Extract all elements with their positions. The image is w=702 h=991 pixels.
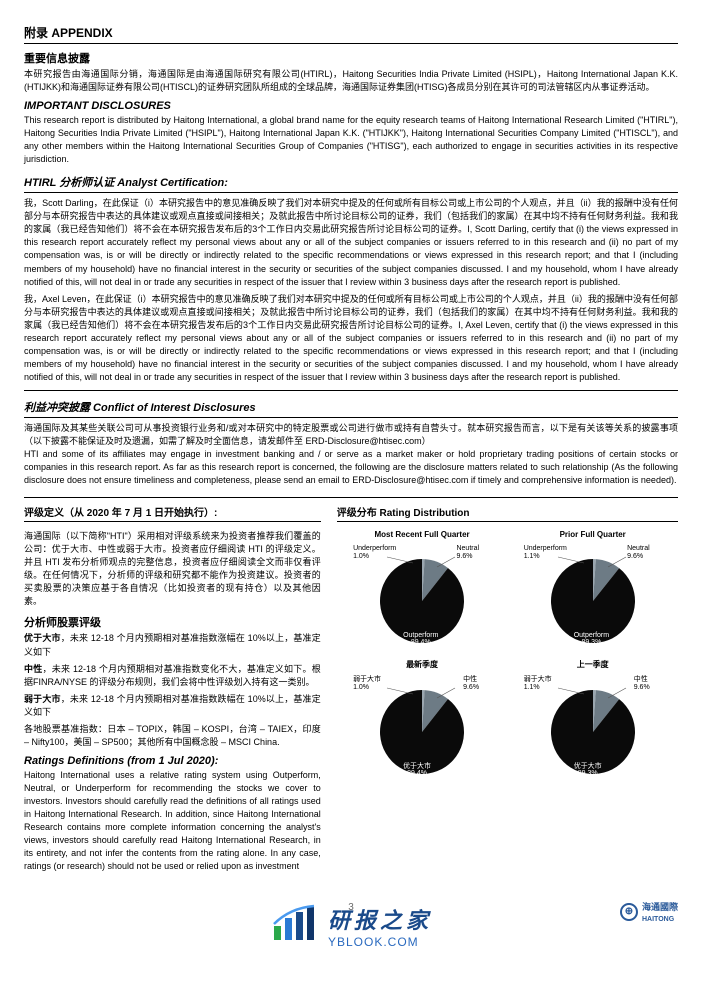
watermark-url: YBLOOK.COM [328, 935, 432, 949]
brand-footer: ⊕ 海通國際 HAITONG [620, 900, 678, 923]
pie-annot-outperform: 优于大市89.3% [574, 763, 602, 778]
pie-annot-outperform: Outperform89.4% [403, 632, 438, 647]
analyst-cert-title: HTIRL 分析师认证 Analyst Certification: [24, 174, 678, 193]
pie-chart: Underperform1.1%Neutral9.6%Outperform89.… [528, 543, 658, 653]
pie-chart-cell: Prior Full QuarterUnderperform1.1%Neutra… [507, 530, 678, 653]
analyst-stock-rating-title: 分析师股票评级 [24, 614, 321, 630]
conflict-body-cn: 海通国际及其某些关联公司可从事投资银行业务和/或对本研究中的特定股票或公司进行做… [24, 422, 678, 448]
watermark-main: 研报之家 [328, 903, 432, 935]
pie-chart-label: 上一季度 [577, 659, 609, 670]
rating-intro: 海通国际（以下简称"HTI"）采用相对评级系统来为投资者推荐我们覆盖的公司：优于… [24, 530, 321, 608]
pie-annot-neutral: 中性9.6% [634, 676, 650, 691]
disclosure-en-title: IMPORTANT DISCLOSURES [24, 100, 678, 112]
appendix-title: 附录 APPENDIX [24, 24, 678, 44]
brand-cn: 海通國際 [642, 902, 678, 912]
pie-chart-label: 最新季度 [406, 659, 438, 670]
disclosure-cn-title: 重要信息披露 [24, 50, 678, 66]
pie-chart: 弱于大市1.1%中性9.6%优于大市89.3% [528, 674, 658, 784]
pie-annot-underperform: 弱于大市1.1% [524, 676, 552, 691]
pie-annot-underperform: Underperform1.0% [353, 545, 396, 560]
pie-chart-cell: 上一季度弱于大市1.1% 中性9.6% 优于大市89.3% [507, 659, 678, 784]
rating-def-title-en: Ratings Definitions (from 1 Jul 2020): [24, 755, 321, 767]
pie-chart-cell: 最新季度弱于大市1.0% 中性9.6% 优于大市89.4% [337, 659, 508, 784]
conflict-body-en: HTI and some of its affiliates may engag… [24, 448, 678, 487]
pie-chart-cell: Most Recent Full Quarter Underperform1.0%… [337, 530, 508, 653]
pie-chart-label: Prior Full Quarter [560, 530, 626, 539]
pie-annot-neutral: 中性9.6% [463, 676, 479, 691]
disclosure-en-body: This research report is distributed by H… [24, 114, 678, 166]
pie-chart-label: Most Recent Full Quarter [375, 530, 470, 539]
pie-annot-underperform: Underperform1.1% [524, 545, 567, 560]
rating-def-body-en: Haitong International uses a relative ra… [24, 769, 321, 873]
rating-left-col: 海通国际（以下简称"HTI"）采用相对评级系统来为投资者推荐我们覆盖的公司：优于… [24, 530, 321, 873]
pie-annot-outperform: 优于大市89.4% [403, 763, 431, 778]
pie-annot-neutral: Neutral9.6% [627, 545, 650, 560]
conflict-title: 利益冲突披露 Conflict of Interest Disclosures [24, 399, 678, 418]
rating-benchmark: 各地股票基准指数：日本 – TOPIX，韩国 – KOSPI，台湾 – TAIE… [24, 723, 321, 749]
brand-en: HAITONG [642, 916, 674, 923]
rating-outperform: 优于大市，未来 12-18 个月内预期相对基准指数涨幅在 10%以上，基准定义如… [24, 632, 321, 658]
divider [24, 497, 678, 498]
pie-chart: 弱于大市1.0%中性9.6%优于大市89.4% [357, 674, 487, 784]
disclosure-cn-body: 本研究报告由海通国际分销，海通国际是由海通国际研究有限公司(HTIRL)，Hai… [24, 68, 678, 94]
watermark-logo-icon [270, 904, 320, 949]
pie-annot-underperform: 弱于大市1.0% [353, 676, 381, 691]
rating-dist-title: 评级分布 Rating Distribution [337, 504, 678, 522]
rating-right-col: Most Recent Full Quarter Underperform1.0%… [337, 530, 678, 873]
rating-def-title-cn: 评级定义（从 2020 年 7 月 1 日开始执行）: [24, 504, 321, 522]
pie-chart: Underperform1.0%Neutral9.6%Outperform89.… [357, 543, 487, 653]
divider [24, 390, 678, 391]
pie-chart-grid: Most Recent Full Quarter Underperform1.0%… [337, 530, 678, 784]
rating-neutral: 中性，未来 12-18 个月内预期相对基准指数变化不大，基准定义如下。根据FIN… [24, 663, 321, 689]
rating-underperform: 弱于大市，未来 12-18 个月内预期相对基准指数跌幅在 10%以上，基准定义如… [24, 693, 321, 719]
brand-logo-icon: ⊕ [620, 903, 638, 921]
pie-annot-neutral: Neutral9.6% [456, 545, 479, 560]
watermark: 研报之家 YBLOOK.COM [260, 899, 442, 953]
analyst-cert-para1: 我，Scott Darling，在此保证（i）本研究报告中的意见准确反映了我们对… [24, 197, 678, 288]
analyst-cert-para2: 我，Axel Leven，在此保证（i）本研究报告中的意见准确反映了我们对本研究… [24, 293, 678, 384]
pie-annot-outperform: Outperform89.3% [574, 632, 609, 647]
page-container: 附录 APPENDIX 重要信息披露 本研究报告由海通国际分销，海通国际是由海通… [0, 0, 702, 953]
